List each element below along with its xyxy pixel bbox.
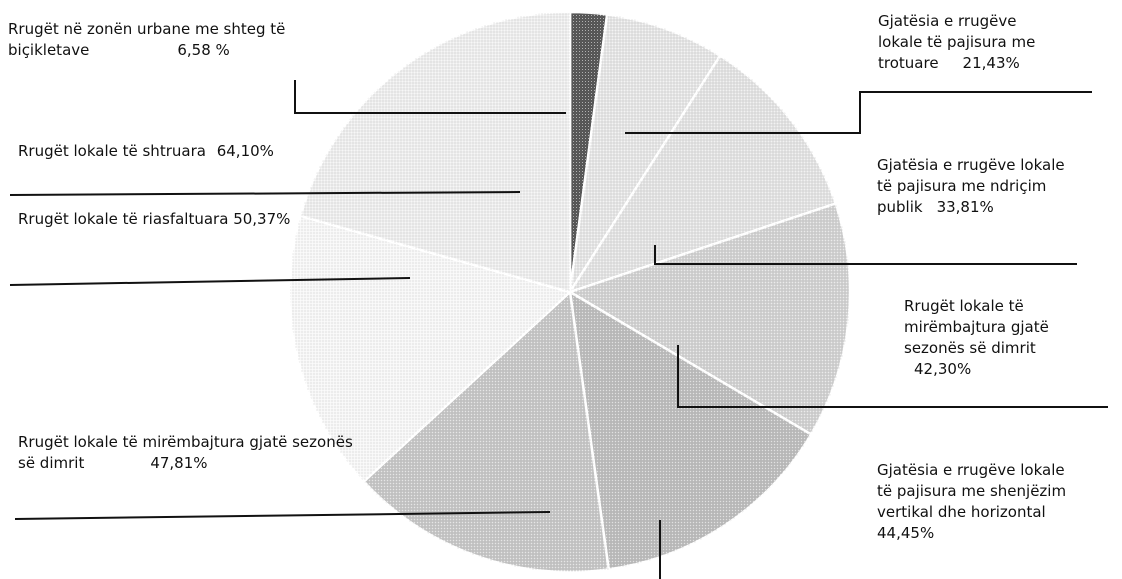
pie-slice-texture-4: [570, 203, 851, 435]
pie-slices: [288, 10, 852, 574]
label-bike-lanes: Rrugët në zonën urbane me shteg të biçik…: [8, 19, 285, 61]
leader-line-riasfaltuara: [9, 277, 411, 286]
leader-lines: [9, 80, 1108, 579]
label-paved: Rrugët lokale të shtruara 64,10%: [18, 141, 274, 162]
label-mirembajtura-line3: sezonës së dimrit: [904, 339, 1036, 357]
label-signage: Gjatësia e rrugëve lokale të pajisura me…: [877, 460, 1066, 544]
label-resurfaced: Rrugët lokale të riasfaltuara 50,37%: [18, 209, 290, 230]
leader-line-bike: [294, 80, 566, 114]
label-sidewalks: Gjatësia e rrugëve lokale të pajisura me…: [878, 11, 1035, 74]
label-mirembajtura-value: 42,30%: [914, 360, 972, 378]
label-winter-maintenance-2: Rrugët lokale të mirëmbajtura gjatë sezo…: [18, 432, 353, 474]
pie-slice-texture-6: [363, 292, 609, 573]
label-shenjezim-line1: Gjatësia e rrugëve lokale: [877, 461, 1065, 479]
label-trotuare-value: 21,43%: [962, 54, 1020, 72]
leader-line-mirembajtura: [677, 345, 1108, 408]
label-shenjezim-value: 44,45%: [877, 524, 935, 542]
label-mirembajtura2-line2: së dimrit: [18, 454, 85, 472]
pie-slice-texture-5: [570, 292, 812, 570]
label-winter-maintenance: Rrugët lokale të mirëmbajtura gjatë sezo…: [904, 296, 1049, 380]
label-mirembajtura-line2: mirëmbajtura gjatë: [904, 318, 1049, 336]
label-riasfaltuara-text: Rrugët lokale të riasfaltuara: [18, 210, 229, 228]
label-shtruara-value: 64,10%: [216, 142, 274, 160]
pie-slice-texture-2: [570, 14, 721, 292]
leader-line-shtruara: [9, 191, 521, 196]
label-ndricim-line3: publik: [877, 198, 923, 216]
label-trotuare-line1: Gjatësia e rrugëve: [878, 12, 1017, 30]
label-ndricim-value: 33,81%: [936, 198, 994, 216]
label-mirembajtura-line1: Rrugët lokale të: [904, 297, 1024, 315]
pie-slice-texture-3: [570, 55, 836, 292]
leader-line-ndricim: [654, 245, 1077, 265]
label-ndricim-line2: të pajisura me ndriçim: [877, 177, 1047, 195]
pie-slice-texture-8: [300, 12, 570, 292]
label-shtruara-text: Rrugët lokale të shtruara: [18, 142, 206, 160]
label-lighting: Gjatësia e rrugëve lokale të pajisura me…: [877, 155, 1065, 218]
pie-slice-texture-7: [289, 215, 570, 482]
label-bike-value: 6,58 %: [177, 41, 230, 59]
label-ndricim-line1: Gjatësia e rrugëve lokale: [877, 156, 1065, 174]
label-trotuare-line3: trotuare: [878, 54, 939, 72]
label-mirembajtura2-value: 47,81%: [150, 454, 208, 472]
label-shenjezim-line2: të pajisura me shenjëzim: [877, 482, 1067, 500]
label-riasfaltuara-value: 50,37%: [233, 210, 291, 228]
leader-line-trotuare: [625, 91, 1092, 134]
label-trotuare-line2: lokale të pajisura me: [878, 33, 1036, 51]
label-shenjezim-line3: vertikal dhe horizontal: [877, 503, 1046, 521]
label-bike-line1: Rrugët në zonën urbane me shteg të: [8, 20, 286, 38]
leader-line-mirembajtura-2: [14, 511, 551, 520]
label-bike-line2: biçikletave: [8, 41, 90, 59]
label-mirembajtura2-line1: Rrugët lokale të mirëmbajtura gjatë sezo…: [18, 433, 353, 451]
